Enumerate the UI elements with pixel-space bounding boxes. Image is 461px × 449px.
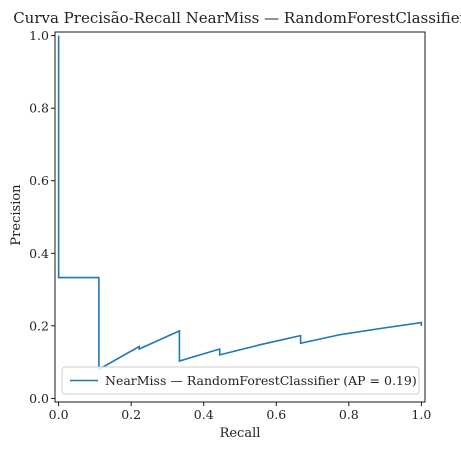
y-axis-label: Precision bbox=[9, 184, 24, 246]
x-tick-label: 0.4 bbox=[194, 407, 214, 422]
y-tick-label: 0.0 bbox=[29, 391, 49, 406]
legend-box bbox=[61, 366, 420, 395]
x-tick-label: 0.6 bbox=[266, 407, 286, 422]
x-tick-label: 0.0 bbox=[49, 407, 69, 422]
plot-area: 0.0 0.2 0.4 0.6 0.8 1.0 0.0 0.2 0.4 0.6 0.8 1.0 Near… bbox=[29, 28, 431, 422]
series-line-0 bbox=[57, 35, 423, 371]
y-tick-label: 0.2 bbox=[29, 318, 49, 333]
x-axis-label: Recall bbox=[220, 426, 261, 441]
plot-frame bbox=[54, 31, 426, 403]
y-tick-label: 0.4 bbox=[29, 246, 49, 261]
x-tick-label: 0.2 bbox=[121, 407, 141, 422]
y-tick-label: 0.8 bbox=[29, 101, 49, 116]
chart-title: Curva Precisão-Recall NearMiss — RandomF… bbox=[13, 9, 461, 27]
x-tick-label: 1.0 bbox=[411, 407, 431, 422]
y-tick-label: 1.0 bbox=[29, 28, 49, 43]
y-tick-label: 0.6 bbox=[29, 173, 49, 188]
x-tick-label: 0.8 bbox=[339, 407, 359, 422]
legend-label: NearMiss — RandomForestClassifier (AP = … bbox=[105, 373, 417, 388]
